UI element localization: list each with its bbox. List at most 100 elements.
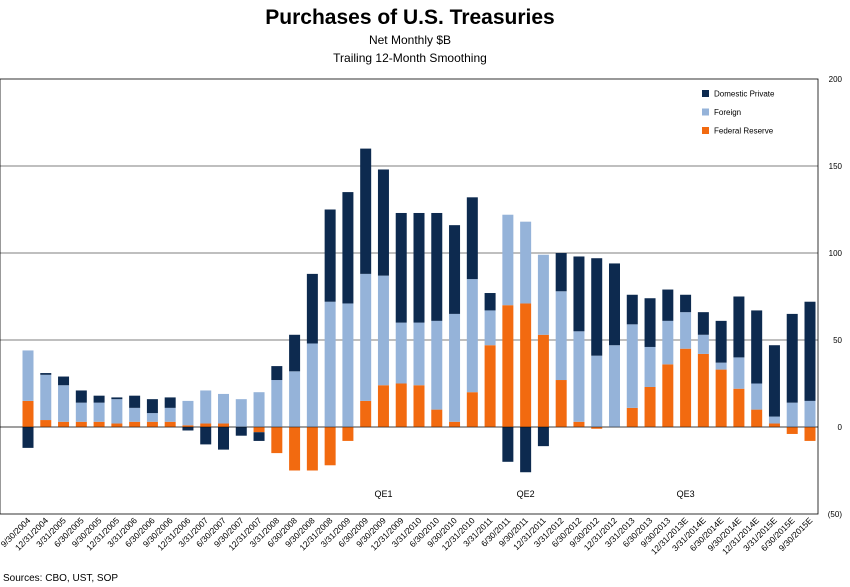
bar-federal-reserve [306,427,318,471]
bar-foreign [733,357,745,389]
bar-federal-reserve [449,421,461,427]
y-tick-label: 50 [833,336,842,345]
bar-federal-reserve [200,423,212,427]
bar-foreign [218,393,229,424]
legend-swatch-federal-reserve [702,127,709,134]
bar-domestic-private [537,427,549,447]
bar-domestic-private [75,390,87,403]
legend-swatch-foreign [702,108,709,116]
bar-federal-reserve [342,427,354,441]
bar-foreign [751,383,763,410]
bar-foreign [40,374,52,421]
bar-federal-reserve [111,423,123,427]
bar-foreign [129,407,141,422]
chart-subtitle: Net Monthly $B [368,33,452,47]
bar-domestic-private [449,225,461,314]
bar-foreign [164,407,176,422]
bar-foreign [484,310,496,346]
bar-federal-reserve [289,427,301,471]
bar-domestic-private [200,427,212,445]
bar-federal-reserve [520,303,532,427]
bar-federal-reserve [466,392,478,427]
bar-foreign [271,380,283,427]
bar-foreign [431,320,443,410]
bar-domestic-private [360,148,372,274]
bar-federal-reserve [644,386,656,427]
bar-federal-reserve [804,427,816,441]
bar-foreign [715,362,727,370]
bar-domestic-private [609,263,620,346]
bar-domestic-private [164,397,176,408]
bar-foreign [235,399,247,427]
legend: Domestic Private Foreign Federal Reserve [702,90,775,136]
bar-federal-reserve [715,369,727,427]
bar-federal-reserve [129,421,141,427]
bar-federal-reserve [733,388,745,427]
y-tick-label: (50) [828,510,843,519]
bar-domestic-private [324,209,336,302]
bar-foreign [324,301,336,427]
bar-domestic-private [697,312,709,335]
bar-foreign [182,400,194,426]
legend-label-foreign: Foreign [714,108,741,117]
bar-domestic-private [395,212,407,323]
bar-domestic-private [377,169,389,276]
legend-swatch-domestic-private [702,90,709,97]
bar-foreign [413,322,425,386]
bar-federal-reserve [75,421,87,427]
bar-federal-reserve [324,427,336,466]
bar-domestic-private [129,395,141,408]
bar-foreign [75,402,87,422]
bar-foreign [502,214,514,306]
bar-domestic-private [484,293,496,311]
bars [22,148,816,473]
gridlines [0,165,818,428]
bar-foreign [93,402,105,422]
x-axis-ticks: 9/30/200412/31/20043/31/20056/30/20059/3… [0,515,815,556]
bar-federal-reserve [786,427,798,434]
chart-subtitle-smoothing: Trailing 12-Month Smoothing [333,51,487,65]
bar-federal-reserve [93,421,105,427]
bar-domestic-private [413,212,425,323]
bar-federal-reserve [502,305,514,427]
annotation-qe3: QE3 [677,489,695,499]
bar-domestic-private [502,427,514,462]
annotations: QE1 QE2 QE3 [374,489,694,499]
bar-foreign [306,343,318,427]
bar-domestic-private [253,432,265,441]
bar-domestic-private [431,212,443,321]
bar-federal-reserve [146,421,158,427]
bar-foreign [253,392,265,427]
bar-domestic-private [626,294,638,325]
annotation-qe1: QE1 [374,489,392,499]
annotation-qe2: QE2 [517,489,535,499]
plot-area-frame [0,78,819,515]
bar-domestic-private [235,427,247,436]
bar-foreign [644,346,656,387]
bar-federal-reserve [377,385,389,427]
bar-foreign [342,303,354,427]
y-tick-label: 200 [829,75,843,84]
bar-domestic-private [662,289,674,321]
bar-federal-reserve [413,385,425,427]
bar-federal-reserve [431,409,443,427]
bar-domestic-private [804,301,816,401]
bar-federal-reserve [626,407,638,427]
bar-domestic-private [733,296,745,358]
bar-domestic-private [786,313,798,403]
y-axis-ticks: 200 150 100 50 0 (50) [828,75,843,519]
bar-federal-reserve [218,423,229,427]
bar-foreign [804,400,816,427]
bar-domestic-private [182,427,194,431]
bar-federal-reserve [58,421,70,427]
bar-domestic-private [715,320,727,363]
y-tick-label: 0 [838,423,843,432]
bar-federal-reserve [484,345,496,427]
bar-domestic-private [271,366,283,381]
bar-federal-reserve [591,427,603,429]
bar-foreign [697,334,709,354]
legend-label-domestic-private: Domestic Private [714,90,775,99]
bar-foreign [289,371,301,427]
bar-foreign [786,402,798,427]
